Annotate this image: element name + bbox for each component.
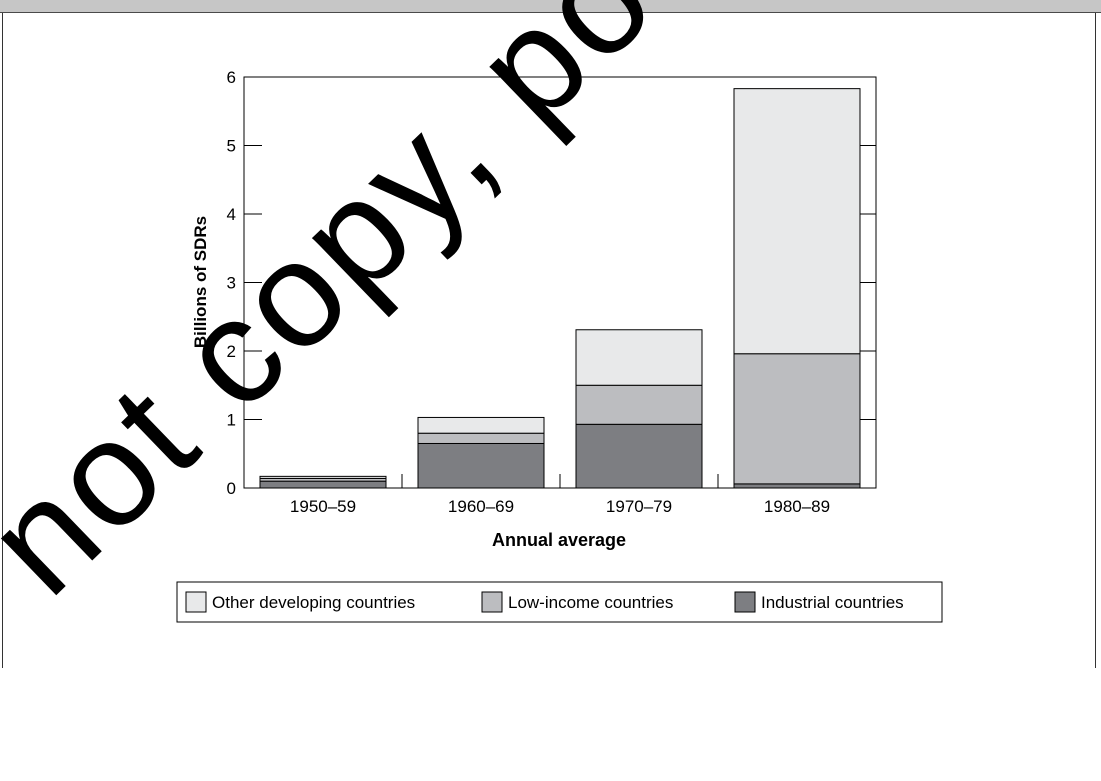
y-tick-label: 0 (227, 479, 236, 498)
x-tick-label: 1980–89 (764, 497, 830, 516)
x-tick-label: 1970–79 (606, 497, 672, 516)
bar-segment (417, 416, 545, 434)
bar-segment (259, 475, 387, 479)
y-tick-label: 4 (227, 205, 236, 224)
bar-segment (417, 442, 545, 489)
header-bar (0, 0, 1101, 13)
stacked-bar-chart: 0 1 2 3 4 5 6 1950–59 1960–69 1970–79 1980–89 Bill… (176, 68, 943, 623)
y-tick-label: 1 (227, 411, 236, 430)
bar-segment (733, 88, 861, 355)
legend: Other developing countries Low-income cou… (176, 581, 943, 623)
y-tick-label: 5 (227, 137, 236, 156)
bar-segment (575, 423, 703, 489)
bar-segment (259, 480, 387, 489)
x-tick-label: 1960–69 (448, 497, 514, 516)
y-tick-label: 3 (227, 274, 236, 293)
legend-entry-label: Industrial countries (761, 593, 904, 612)
legend-frame (176, 581, 943, 623)
bar-segment (575, 329, 703, 386)
x-tick-label: 1950–59 (290, 497, 356, 516)
figure-frame (2, 13, 1096, 668)
bar-segment (733, 353, 861, 485)
y-tick-label: 6 (227, 68, 236, 87)
plot-area: 0 1 2 3 4 5 6 1950–59 1960–69 1970–79 1980–89 (227, 68, 877, 516)
bar-segment (417, 432, 545, 444)
legend-swatch (734, 591, 756, 613)
legend-swatch (185, 591, 207, 613)
bar-segment (733, 483, 861, 489)
y-tick-label: 2 (227, 342, 236, 361)
y-axis-title: Billions of SDRs (191, 216, 210, 348)
legend-entry-label: Other developing countries (212, 593, 415, 612)
legend-swatch (481, 591, 503, 613)
legend-entry-label: Low-income countries (508, 593, 673, 612)
bar-segment (575, 384, 703, 425)
x-axis-title: Annual average (492, 530, 626, 550)
